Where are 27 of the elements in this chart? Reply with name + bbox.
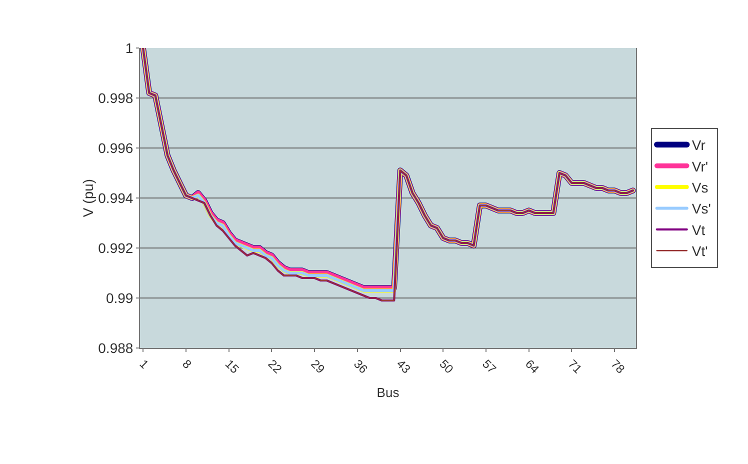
y-tick-label: 0.992 xyxy=(98,240,134,256)
x-tick-label: 50 xyxy=(436,356,456,376)
y-tick-label: 0.988 xyxy=(98,340,134,356)
legend-label: Vr xyxy=(692,137,706,154)
y-tick-label: 0.994 xyxy=(98,190,134,206)
legend-label: Vt xyxy=(692,222,706,238)
legend-label: Vr' xyxy=(692,158,708,174)
legend-label: Vt' xyxy=(692,243,708,260)
y-tick-label: 0.996 xyxy=(98,140,134,156)
legend-label: Vs' xyxy=(692,200,711,217)
x-tick-label: 57 xyxy=(480,356,500,376)
x-tick-label: 36 xyxy=(351,356,371,376)
x-tick-label: 29 xyxy=(308,356,328,376)
x-tick-label: 71 xyxy=(565,356,585,376)
x-axis-title: Bus xyxy=(376,385,400,400)
x-tick-label: 15 xyxy=(222,356,242,376)
y-tick-label: 0.99 xyxy=(106,290,134,306)
x-tick-label: 22 xyxy=(265,356,285,376)
y-axis-title: V (pu) xyxy=(80,178,96,218)
y-tick-label: 0.998 xyxy=(98,90,134,106)
legend-label: Vs xyxy=(692,179,708,196)
x-tick-label: 8 xyxy=(180,356,194,372)
x-tick-label: 78 xyxy=(608,356,628,376)
x-tick-label: 64 xyxy=(522,356,542,376)
x-tick-label: 1 xyxy=(136,356,152,372)
y-tick-label: 1 xyxy=(125,40,134,56)
x-tick-label: 43 xyxy=(394,356,414,376)
